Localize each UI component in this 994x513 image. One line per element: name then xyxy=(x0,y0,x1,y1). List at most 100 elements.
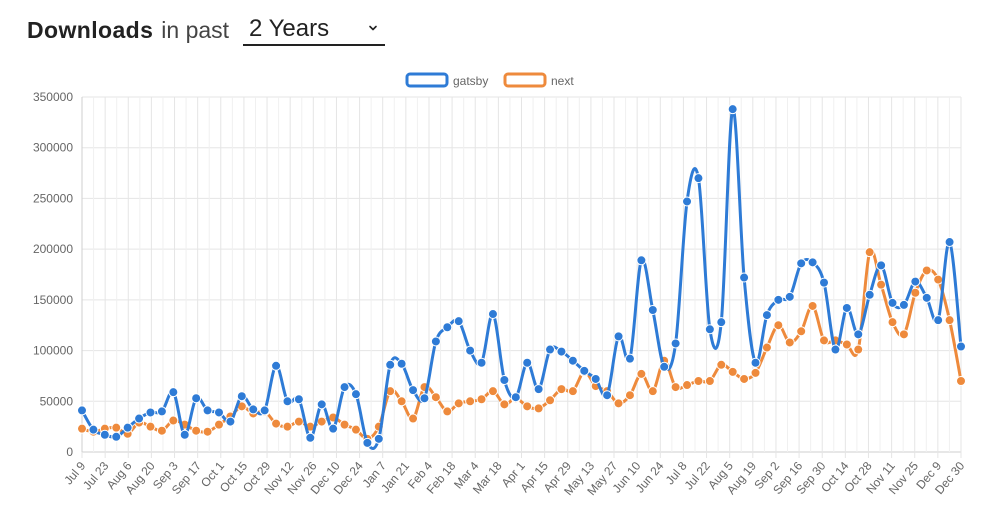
data-point-gatsby xyxy=(465,345,476,356)
data-point-next xyxy=(350,424,361,435)
data-point-next xyxy=(693,376,704,386)
data-point-next xyxy=(533,403,544,414)
data-point-next xyxy=(453,398,464,409)
data-point-gatsby xyxy=(613,331,624,342)
data-point-next xyxy=(499,399,510,410)
data-point-next xyxy=(739,373,750,384)
data-point-gatsby xyxy=(944,237,955,248)
data-point-gatsby xyxy=(716,317,727,328)
data-point-next xyxy=(876,279,887,290)
page-title: Downloads xyxy=(27,16,154,43)
x-tick-label: Jul 22 xyxy=(682,459,714,493)
data-point-next xyxy=(682,380,693,391)
data-point-next xyxy=(807,300,818,311)
data-point-next xyxy=(704,376,715,386)
data-point-gatsby xyxy=(282,396,293,407)
data-point-gatsby xyxy=(408,385,419,396)
data-point-next xyxy=(339,419,350,430)
data-point-gatsby xyxy=(910,276,921,287)
legend-swatch-next xyxy=(503,72,547,88)
data-point-gatsby xyxy=(305,432,316,443)
data-point-gatsby xyxy=(248,404,259,415)
data-point-gatsby xyxy=(590,373,601,384)
data-point-next xyxy=(282,421,293,432)
data-point-next xyxy=(636,368,647,379)
data-point-next xyxy=(784,337,795,348)
data-point-next xyxy=(396,396,407,407)
data-point-gatsby xyxy=(396,358,407,369)
legend-label-next: next xyxy=(551,74,574,88)
data-point-next xyxy=(819,335,830,346)
data-point-gatsby xyxy=(819,277,830,288)
data-point-gatsby xyxy=(750,357,761,368)
data-point-next xyxy=(898,329,909,340)
data-point-next xyxy=(202,426,213,437)
data-point-gatsby xyxy=(796,258,807,269)
data-point-gatsby xyxy=(259,405,270,416)
data-point-gatsby xyxy=(773,294,784,305)
data-point-gatsby xyxy=(419,393,430,404)
data-point-gatsby xyxy=(350,389,361,400)
legend-swatch-gatsby xyxy=(405,72,449,88)
time-range-select[interactable]: 2 Years xyxy=(243,14,386,46)
data-point-next xyxy=(271,418,282,429)
data-point-gatsby xyxy=(853,329,864,340)
data-point-gatsby xyxy=(339,382,350,393)
data-point-next xyxy=(921,265,932,276)
data-point-next xyxy=(727,366,738,377)
data-point-next xyxy=(773,320,784,331)
data-point-next xyxy=(145,421,156,432)
data-point-gatsby xyxy=(122,422,133,433)
data-point-gatsby xyxy=(77,405,87,416)
data-point-gatsby xyxy=(647,305,658,315)
data-point-gatsby xyxy=(602,390,613,401)
data-point-next xyxy=(670,382,681,393)
data-point-gatsby xyxy=(88,424,99,435)
data-point-gatsby xyxy=(373,433,384,444)
data-point-next xyxy=(487,386,498,397)
data-point-gatsby xyxy=(864,289,875,300)
data-point-gatsby xyxy=(316,399,327,410)
data-point-gatsby xyxy=(168,387,179,398)
data-point-gatsby xyxy=(533,384,544,395)
data-point-gatsby xyxy=(385,359,396,370)
data-point-gatsby xyxy=(522,357,533,368)
data-point-gatsby xyxy=(567,355,578,366)
data-point-next xyxy=(408,413,419,424)
legend-label-gatsby: gatsby xyxy=(453,74,488,88)
data-point-next xyxy=(864,247,875,258)
data-point-gatsby xyxy=(670,338,681,349)
data-point-next xyxy=(796,326,807,337)
data-point-gatsby xyxy=(921,292,932,303)
data-point-gatsby xyxy=(556,346,567,357)
data-point-next xyxy=(624,390,635,401)
data-point-gatsby xyxy=(236,391,247,402)
data-point-next xyxy=(293,416,304,427)
data-point-gatsby xyxy=(784,291,795,302)
y-tick-label: 200000 xyxy=(33,242,73,256)
data-point-gatsby xyxy=(933,315,944,326)
data-point-next xyxy=(841,339,852,350)
data-point-next xyxy=(77,423,87,434)
data-point-next xyxy=(213,419,224,430)
y-tick-label: 350000 xyxy=(33,90,73,104)
data-point-gatsby xyxy=(179,429,190,440)
data-point-next xyxy=(956,376,966,386)
data-point-next xyxy=(556,384,567,395)
data-point-gatsby xyxy=(830,344,841,355)
data-point-gatsby xyxy=(213,407,224,418)
data-point-gatsby xyxy=(761,310,772,321)
x-tick-label: Jul 23 xyxy=(80,459,112,493)
time-range-value: 2 Years xyxy=(249,15,330,42)
data-point-gatsby xyxy=(476,357,487,368)
data-point-gatsby xyxy=(956,341,966,352)
data-point-next xyxy=(887,317,898,328)
data-point-gatsby xyxy=(499,374,510,385)
data-point-gatsby xyxy=(624,353,635,364)
data-point-gatsby xyxy=(225,416,236,427)
data-point-gatsby xyxy=(156,406,167,417)
data-point-next xyxy=(545,395,556,406)
data-point-next xyxy=(316,416,327,427)
data-point-next xyxy=(156,425,167,436)
data-point-next xyxy=(761,342,772,353)
